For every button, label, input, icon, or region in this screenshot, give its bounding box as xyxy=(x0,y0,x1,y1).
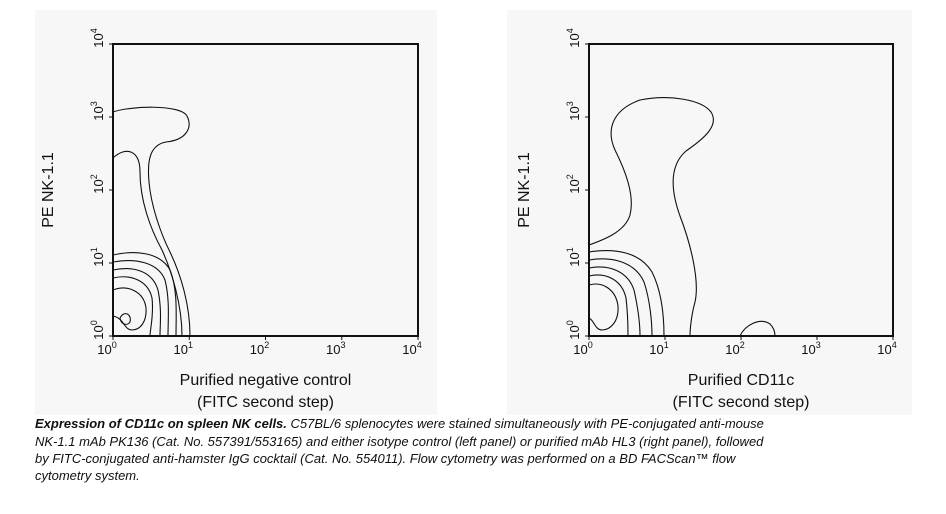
tick-exponent: 0 xyxy=(565,320,575,325)
x-tick-label: 104 xyxy=(402,340,421,357)
caption-line: NK-1.1 mAb PK136 (Cat. No. 557391/553165… xyxy=(35,434,764,449)
panel-background xyxy=(35,10,437,415)
tick-base: 10 xyxy=(567,325,582,339)
tick-exponent: 1 xyxy=(565,247,575,252)
tick-base: 10 xyxy=(725,342,739,357)
tick-exponent: 3 xyxy=(816,340,821,350)
panel-background xyxy=(507,10,912,415)
tick-base: 10 xyxy=(567,33,582,47)
tick-exponent: 4 xyxy=(892,340,897,350)
y-axis-label: PE NK-1.1 xyxy=(516,152,533,228)
x-axis-label: (FITC second step) xyxy=(673,394,810,411)
tick-base: 10 xyxy=(567,106,582,120)
x-tick-label: 100 xyxy=(573,340,592,357)
x-tick-label: 103 xyxy=(801,340,820,357)
contours-left xyxy=(112,106,191,337)
tick-exponent: 1 xyxy=(188,340,193,350)
x-tick-label: 101 xyxy=(174,340,193,357)
y-tick-label: 103 xyxy=(565,101,582,120)
tick-base: 10 xyxy=(573,342,587,357)
tick-base: 10 xyxy=(174,342,188,357)
y-tick-label: 102 xyxy=(89,174,106,193)
y-tick-label: 103 xyxy=(89,101,106,120)
caption-text: C57BL/6 splenocytes were stained simulta… xyxy=(291,416,764,431)
tick-base: 10 xyxy=(91,106,106,120)
tick-base: 10 xyxy=(91,179,106,193)
tick-base: 10 xyxy=(649,342,663,357)
x-tick-label: 102 xyxy=(250,340,269,357)
contours-right xyxy=(588,97,776,337)
tick-exponent: 0 xyxy=(588,340,593,350)
tick-base: 10 xyxy=(567,179,582,193)
x-tick-label: 101 xyxy=(649,340,668,357)
tick-exponent: 2 xyxy=(565,174,575,179)
caption-line: by FITC-conjugated anti-hamster IgG cock… xyxy=(35,451,737,466)
tick-exponent: 1 xyxy=(664,340,669,350)
x-tick-label: 103 xyxy=(326,340,345,357)
y-axis-label: PE NK-1.1 xyxy=(40,152,57,228)
tick-base: 10 xyxy=(326,342,340,357)
tick-base: 10 xyxy=(91,252,106,266)
tick-exponent: 1 xyxy=(89,247,99,252)
tick-exponent: 4 xyxy=(89,28,99,33)
tick-base: 10 xyxy=(801,342,815,357)
tick-exponent: 0 xyxy=(89,320,99,325)
caption-line: cytometry system. xyxy=(35,468,140,483)
tick-base: 10 xyxy=(877,342,891,357)
tick-base: 10 xyxy=(402,342,416,357)
y-tick-label: 104 xyxy=(89,28,106,47)
tick-exponent: 3 xyxy=(565,101,575,106)
y-tick-label: 100 xyxy=(89,320,106,339)
x-axis-label: (FITC second step) xyxy=(197,394,334,411)
tick-exponent: 3 xyxy=(89,101,99,106)
tick-exponent: 4 xyxy=(565,28,575,33)
tick-exponent: 2 xyxy=(264,340,269,350)
tick-base: 10 xyxy=(567,252,582,266)
y-tick-label: 102 xyxy=(565,174,582,193)
tick-base: 10 xyxy=(250,342,264,357)
tick-exponent: 2 xyxy=(89,174,99,179)
tick-exponent: 3 xyxy=(340,340,345,350)
x-tick-label: 100 xyxy=(97,340,116,357)
tick-base: 10 xyxy=(91,33,106,47)
tick-exponent: 0 xyxy=(112,340,117,350)
y-tick-label: 101 xyxy=(89,247,106,266)
x-tick-label: 104 xyxy=(877,340,896,357)
x-axis-label: Purified negative control xyxy=(180,372,352,389)
caption-line: Expression of CD11c on spleen NK cells. … xyxy=(35,416,764,431)
tick-exponent: 4 xyxy=(417,340,422,350)
y-tick-label: 101 xyxy=(565,247,582,266)
x-axis-label: Purified CD11c xyxy=(688,372,794,389)
y-tick-label: 104 xyxy=(565,28,582,47)
tick-exponent: 2 xyxy=(740,340,745,350)
caption-bold: Expression of CD11c on spleen NK cells. xyxy=(35,416,287,431)
tick-base: 10 xyxy=(97,342,111,357)
x-tick-label: 102 xyxy=(725,340,744,357)
tick-base: 10 xyxy=(91,325,106,339)
y-tick-label: 100 xyxy=(565,320,582,339)
